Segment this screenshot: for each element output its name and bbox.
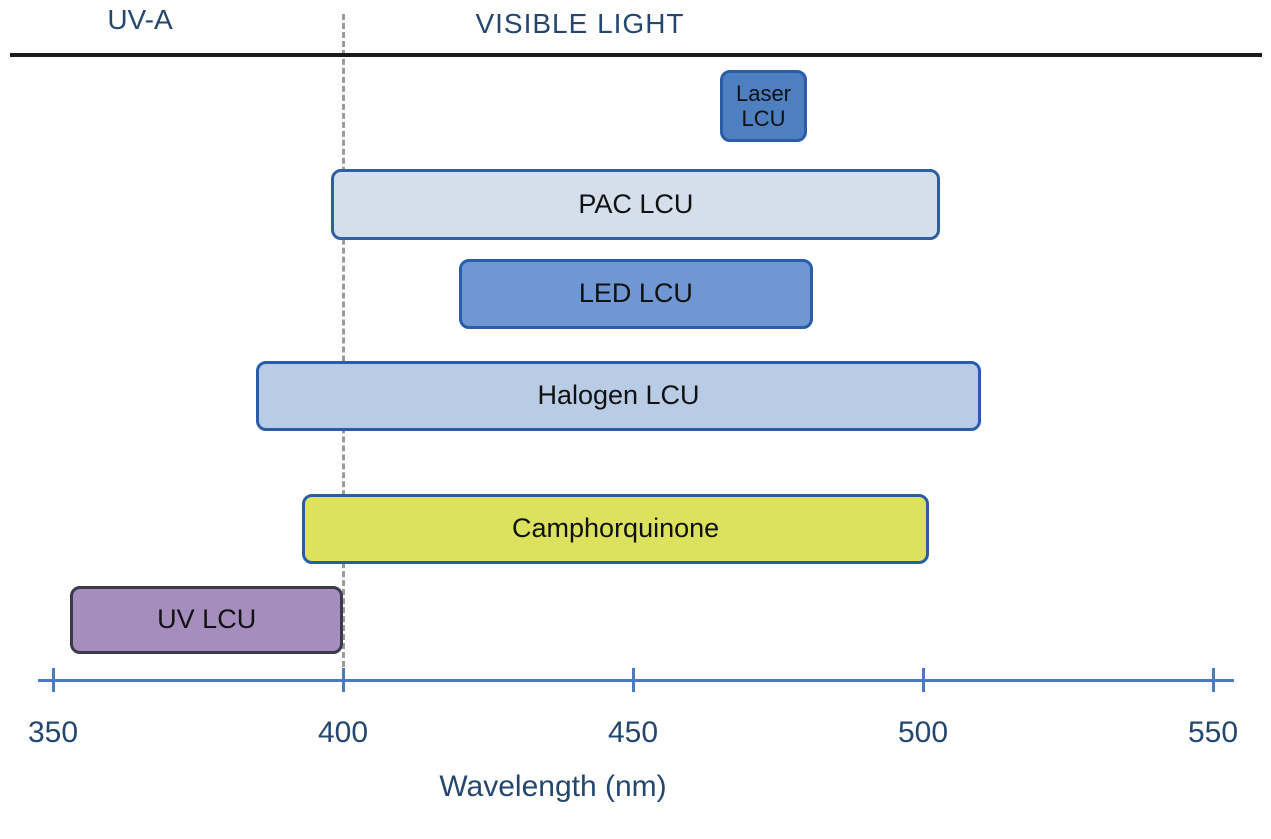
axis-tick [341, 668, 345, 692]
bar-uv-lcu: UV LCU [70, 586, 343, 654]
axis-tick-label: 500 [897, 716, 949, 749]
bar-camphorquinone: Camphorquinone [302, 494, 929, 564]
axis-tick-label: 550 [1187, 716, 1239, 749]
axis-tick-label: 400 [317, 716, 369, 749]
x-axis-line [38, 679, 1234, 682]
axis-tick [1211, 668, 1215, 692]
axis-tick [921, 668, 925, 692]
axis-tick [51, 668, 55, 692]
visible-light-region-label: VISIBLE LIGHT [475, 8, 685, 39]
axis-tick-label: 350 [27, 716, 79, 749]
bar-label: PAC LCU [578, 188, 694, 219]
uv-a-region-label: UV-A [107, 4, 173, 35]
axis-tick [631, 668, 635, 692]
bar-label: Camphorquinone [512, 513, 720, 544]
axis-tick-label: 450 [607, 716, 659, 749]
bar-label: Halogen LCU [537, 380, 700, 411]
bar-pac-lcu: PAC LCU [331, 169, 941, 240]
x-axis-title: Wavelength (nm) [439, 770, 667, 803]
bar-label: Laser LCU [735, 80, 792, 131]
bar-laser-lcu: Laser LCU [720, 70, 807, 142]
bar-led-lcu: LED LCU [459, 259, 813, 329]
uv-visible-boundary-dashed-line [341, 14, 345, 676]
bar-label: UV LCU [157, 604, 257, 635]
bar-label: LED LCU [578, 278, 693, 309]
top-border-line [10, 53, 1262, 57]
bar-halogen-lcu: Halogen LCU [256, 361, 981, 431]
